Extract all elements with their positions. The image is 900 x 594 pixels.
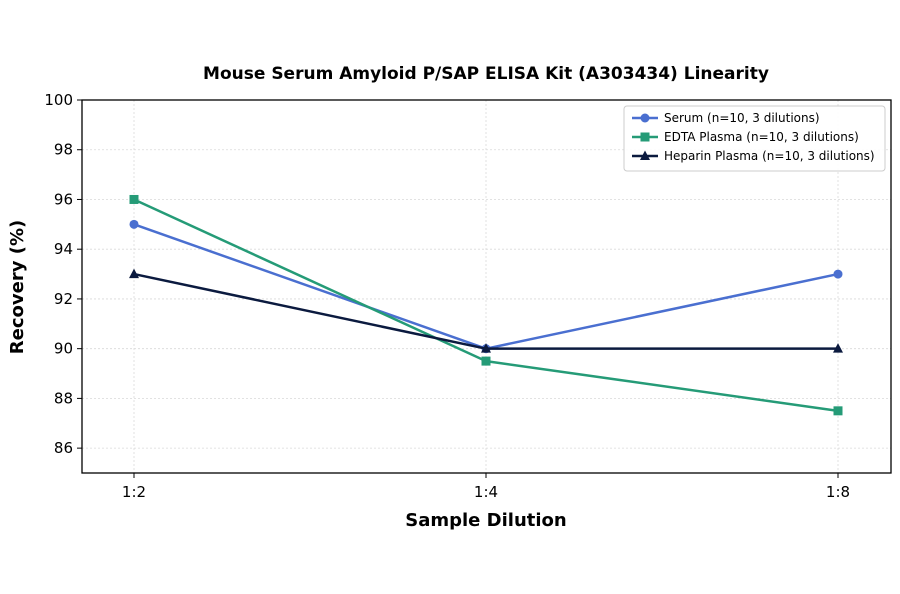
series-line-0 [133,223,839,350]
legend-swatch-marker [640,113,650,123]
y-tick-label: 88 [54,389,73,407]
data-point-series-2 [129,268,139,279]
y-tick-label: 100 [44,91,73,109]
data-point-series-2 [833,343,843,353]
chart-title: Mouse Serum Amyloid P/SAP ELISA Kit (A30… [203,64,769,84]
legend-entry-label: Heparin Plasma (n=10, 3 dilutions) [664,149,875,163]
legend-entry-label: Serum (n=10, 3 dilutions) [664,111,820,125]
data-point-series-2 [481,343,491,353]
data-point-series-1 [481,356,491,366]
y-axis-label: Recovery (%) [7,220,28,354]
x-tick-label: 1:4 [474,483,498,501]
y-tick-label: 92 [54,290,73,308]
series-lines [129,194,843,416]
legend: Serum (n=10, 3 dilutions) EDTA Plasma (n=… [623,105,886,172]
x-tick-label: 1:8 [826,483,850,501]
y-tick-label: 90 [54,340,73,358]
y-tick-label: 98 [54,141,73,159]
legend-swatch-marker [640,150,650,160]
y-axis-ticks: 86 88 90 92 94 96 98 100 [44,91,82,457]
x-tick-label: 1:2 [122,483,146,501]
y-tick-label: 94 [54,240,73,258]
x-axis-ticks: 1:2 1:4 1:8 [122,473,850,501]
data-point-series-0 [129,219,139,229]
data-point-series-0 [833,269,843,279]
legend-entry-label: EDTA Plasma (n=10, 3 dilutions) [664,130,859,144]
legend-swatch-marker [640,132,650,142]
y-tick-label: 96 [54,190,73,208]
legend-box [623,105,886,172]
data-point-series-1 [833,406,843,416]
x-axis-label: Sample Dilution [405,510,566,531]
y-tick-label: 86 [54,439,73,457]
data-point-series-1 [129,194,139,204]
